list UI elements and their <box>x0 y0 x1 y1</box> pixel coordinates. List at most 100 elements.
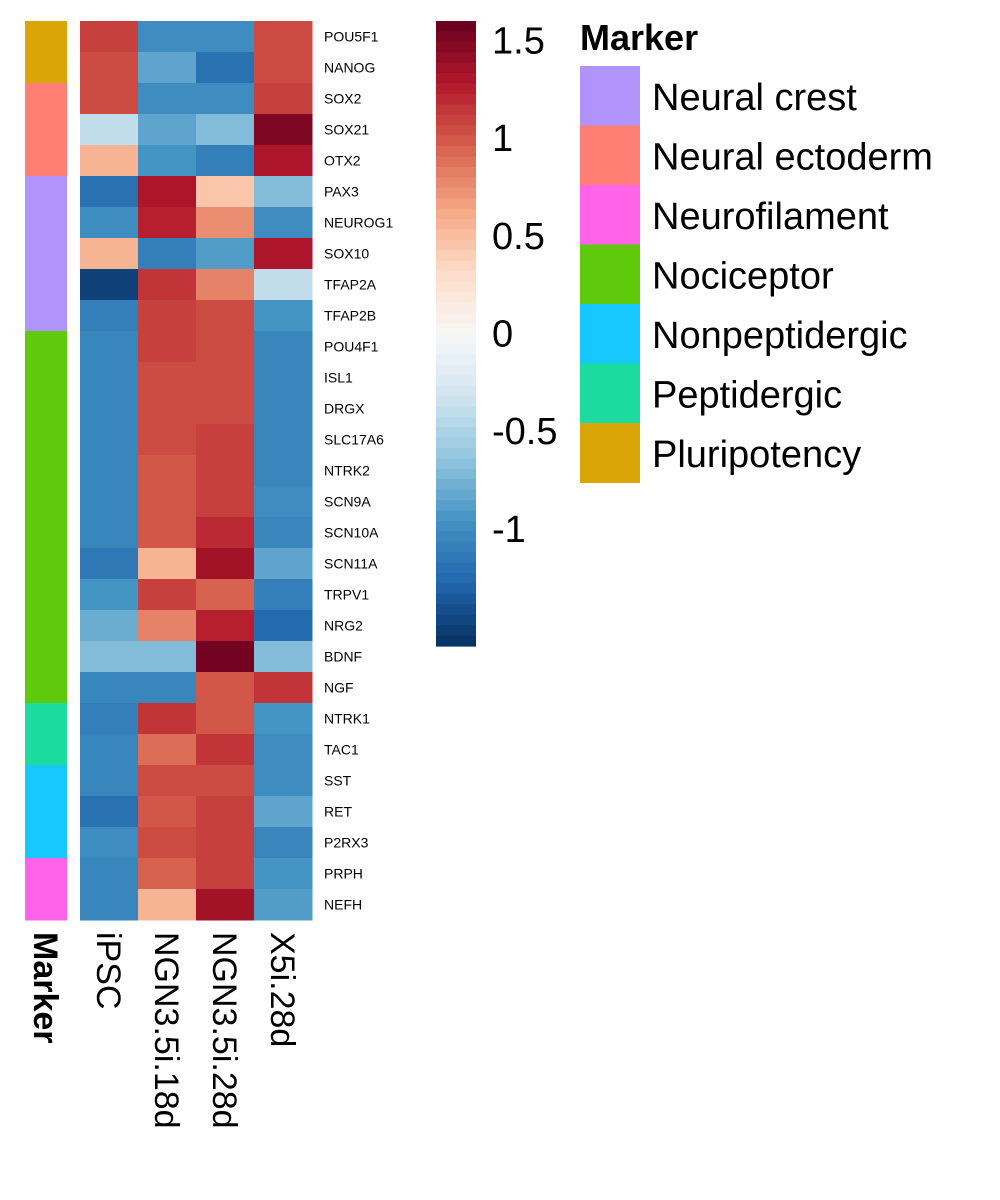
marker-annotation-cell <box>25 610 67 642</box>
heatmap-cell <box>138 52 197 84</box>
heatmap-cell <box>196 486 255 518</box>
heatmap-cell <box>138 827 197 859</box>
heatmap-cell <box>254 21 313 53</box>
heatmap-cell <box>254 145 313 177</box>
heatmap-cell <box>196 52 255 84</box>
row-label: TFAP2B <box>324 308 376 324</box>
heatmap-cell <box>138 579 197 611</box>
legend-swatch <box>580 244 640 305</box>
heatmap-cell <box>196 827 255 859</box>
heatmap-cell <box>80 765 139 797</box>
heatmap-cell <box>80 548 139 580</box>
row-label: RET <box>324 804 352 820</box>
row-label: TRPV1 <box>324 587 369 603</box>
marker-annotation-cell <box>25 207 67 239</box>
heatmap-cell <box>196 362 255 394</box>
heatmap-cell <box>80 517 139 549</box>
marker-annotation-cell <box>25 393 67 425</box>
column-label: NGN3.5i.18d <box>147 932 185 1129</box>
row-label: TFAP2A <box>324 277 377 293</box>
heatmap-cell <box>138 83 197 115</box>
heatmap-cell <box>254 424 313 456</box>
marker-annotation-cell <box>25 83 67 115</box>
marker-annotation-cell <box>25 269 67 301</box>
row-label: SOX2 <box>324 91 362 107</box>
colorbar-segment <box>436 562 476 574</box>
heatmap-cell <box>80 145 139 177</box>
heatmap-cell <box>196 548 255 580</box>
colorbar-segment <box>436 437 476 449</box>
marker-annotation-cell <box>25 362 67 394</box>
marker-annotation-cell <box>25 734 67 766</box>
colorbar-segment <box>436 114 476 126</box>
heatmap-cell <box>196 331 255 363</box>
heatmap-cell <box>196 796 255 828</box>
colorbar-segment <box>436 229 476 241</box>
colorbar-segment <box>436 83 476 95</box>
marker-annotation-cell <box>25 486 67 518</box>
heatmap-cell <box>254 455 313 487</box>
row-label: NANOG <box>324 60 375 76</box>
colorbar-segment <box>436 271 476 283</box>
heatmap-cell <box>80 238 139 270</box>
row-label: SOX10 <box>324 246 369 262</box>
colorbar-segment <box>436 146 476 158</box>
colorbar-segment <box>436 468 476 480</box>
heatmap-cell <box>254 703 313 735</box>
heatmap-cell <box>138 21 197 53</box>
marker-annotation-cell <box>25 300 67 332</box>
row-label: SOX21 <box>324 122 369 138</box>
heatmap-cell <box>80 300 139 332</box>
heatmap-cell <box>138 207 197 239</box>
heatmap-cell <box>196 889 255 921</box>
legend-item-label: Nonpeptidergic <box>652 315 908 357</box>
heatmap-cell <box>196 393 255 425</box>
marker-annotation-cell <box>25 114 67 146</box>
colorbar-segment <box>436 635 476 647</box>
heatmap-cell <box>196 83 255 115</box>
marker-annotation-cell <box>25 889 67 921</box>
colorbar-segment <box>436 406 476 418</box>
heatmap-cell <box>254 641 313 673</box>
marker-annotation-cell <box>25 238 67 270</box>
heatmap-cell <box>196 734 255 766</box>
heatmap-cell <box>138 114 197 146</box>
heatmap-cell <box>196 672 255 704</box>
row-label: POU4F1 <box>324 339 379 355</box>
marker-annotation-cell <box>25 517 67 549</box>
annotation-label: Marker <box>26 932 64 1044</box>
heatmap-cell <box>138 548 197 580</box>
colorbar-tick-label: -0.5 <box>492 411 557 453</box>
row-label: SLC17A6 <box>324 432 384 448</box>
heatmap-cell <box>80 858 139 890</box>
heatmap-cell <box>80 176 139 208</box>
marker-annotation-cell <box>25 424 67 456</box>
heatmap-cell <box>254 827 313 859</box>
legend-item-label: Peptidergic <box>652 375 842 417</box>
legend-item-label: Neural crest <box>652 77 857 119</box>
colorbar-segment <box>436 218 476 230</box>
legend-title: Marker <box>580 17 698 58</box>
heatmap-cell <box>196 610 255 642</box>
marker-annotation-cell <box>25 52 67 84</box>
colorbar-segment <box>436 583 476 595</box>
colorbar-tick-label: 1.5 <box>492 21 545 63</box>
marker-annotation-cell <box>25 579 67 611</box>
row-label: TAC1 <box>324 742 359 758</box>
colorbar-segment <box>436 166 476 178</box>
colorbar-segment <box>436 614 476 626</box>
heatmap-cell <box>80 362 139 394</box>
colorbar-segment <box>436 541 476 553</box>
heatmap-cell <box>80 455 139 487</box>
marker-annotation-cell <box>25 176 67 208</box>
heatmap-cell <box>138 672 197 704</box>
heatmap-cell <box>138 424 197 456</box>
heatmap-cell <box>138 300 197 332</box>
colorbar-segment <box>436 41 476 53</box>
heatmap-cell <box>196 579 255 611</box>
colorbar-segment <box>436 239 476 251</box>
heatmap-cell <box>80 52 139 84</box>
colorbar-segment <box>436 531 476 543</box>
colorbar-segment <box>436 479 476 491</box>
heatmap-cell <box>138 331 197 363</box>
